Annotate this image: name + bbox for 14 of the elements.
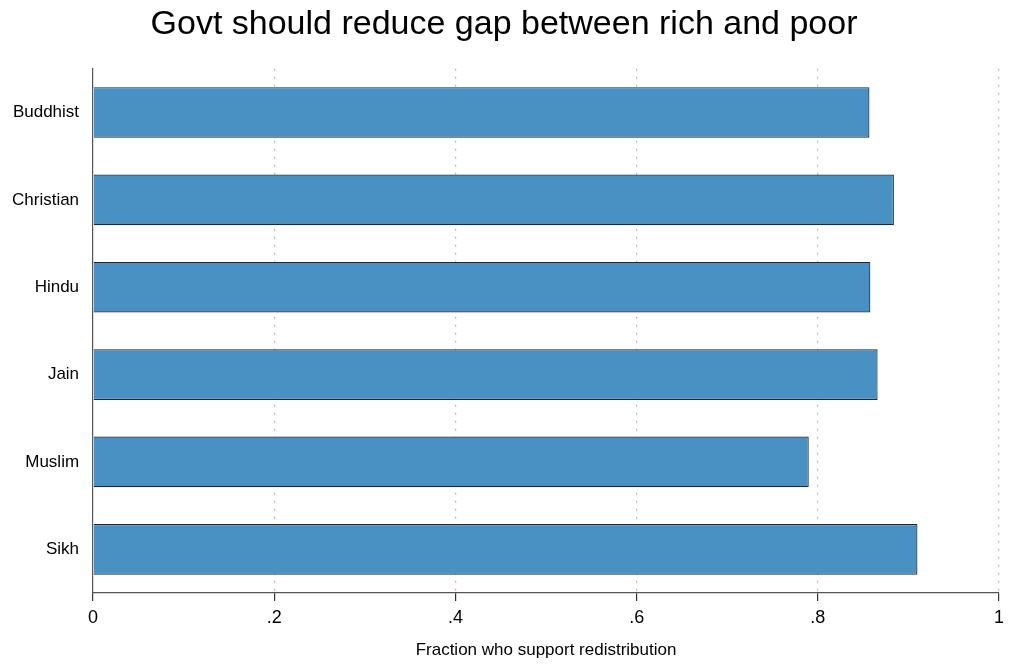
x-tick-label: .8: [810, 606, 826, 627]
y-tick-label: Hindu: [34, 276, 80, 296]
x-tick-label: .2: [266, 606, 282, 627]
x-tick-label: 1: [993, 606, 1004, 627]
x-axis-title: Fraction who support redistribution: [415, 640, 677, 660]
y-tick-label: Sikh: [46, 539, 80, 558]
x-tick-label: 0: [88, 606, 99, 627]
y-tick-label: Buddhist: [12, 102, 80, 122]
y-tick-label: Christian: [11, 189, 80, 209]
x-tick-label: .6: [629, 606, 645, 627]
chart-title: Govt should reduce gap between rich and poor: [150, 2, 858, 41]
y-tick-label: Muslim: [25, 451, 80, 471]
y-tick-label: Jain: [47, 364, 80, 384]
x-tick-label: .4: [447, 606, 463, 627]
